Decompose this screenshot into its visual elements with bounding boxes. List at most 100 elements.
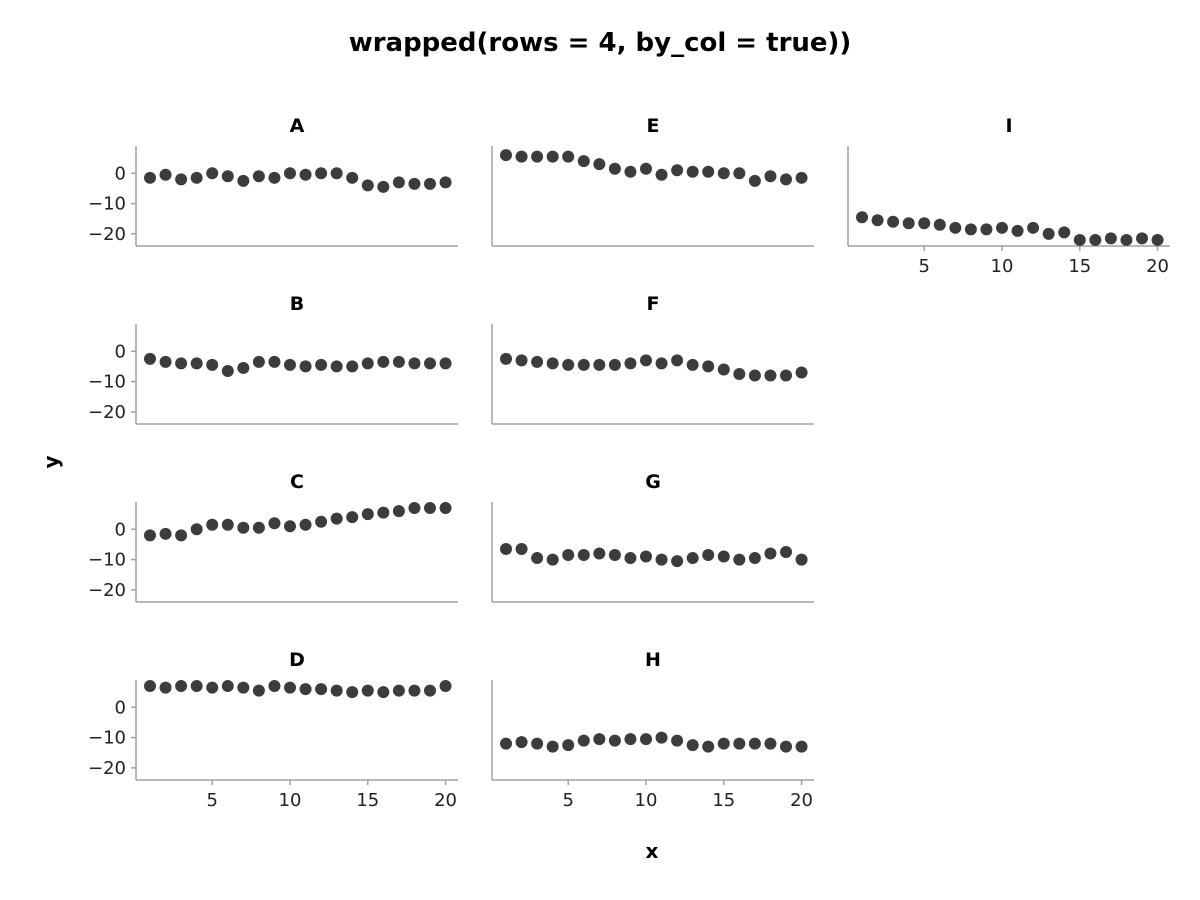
data-point <box>562 549 575 562</box>
panel-d: D 0 −10 −20 5 10 15 20 <box>88 649 458 811</box>
data-point <box>439 357 452 370</box>
data-point <box>671 354 684 367</box>
data-point <box>624 357 637 370</box>
data-point <box>1089 233 1102 246</box>
data-point <box>686 739 699 752</box>
chart-title: wrapped(rows = 4, by_col = true)) <box>348 28 852 58</box>
data-point <box>702 549 715 562</box>
data-point <box>780 173 792 186</box>
data-point <box>624 165 637 178</box>
data-point <box>702 360 715 373</box>
data-point <box>299 360 312 373</box>
data-point <box>655 357 668 370</box>
panel-title-b: B <box>290 293 304 315</box>
data-point <box>1073 233 1086 246</box>
data-point <box>593 158 606 171</box>
x-tick-label: 5 <box>206 790 217 811</box>
data-point <box>577 734 590 747</box>
y-tick-label: 0 <box>115 163 126 184</box>
panel-a: A 0 −10 −20 <box>88 115 458 247</box>
panel-g: G <box>491 471 814 603</box>
data-point <box>299 168 312 181</box>
data-point <box>268 355 281 368</box>
data-point <box>439 502 452 515</box>
data-point <box>748 737 761 750</box>
data-point <box>408 502 421 515</box>
data-point <box>655 553 668 566</box>
panel-title-g: G <box>645 471 661 493</box>
data-point <box>717 167 730 180</box>
data-point <box>175 680 188 693</box>
data-point <box>933 218 946 231</box>
data-point <box>515 354 528 367</box>
data-point <box>361 684 374 697</box>
data-point <box>500 737 512 750</box>
data-point <box>593 358 606 371</box>
data-point <box>531 737 544 750</box>
data-point <box>190 357 203 370</box>
data-point <box>949 221 962 234</box>
data-point <box>206 358 219 371</box>
y-tick-label: −10 <box>88 550 126 571</box>
data-point <box>717 550 730 563</box>
y-tick-label: −10 <box>88 194 126 215</box>
data-point <box>733 553 746 566</box>
data-point <box>515 542 528 555</box>
data-point <box>268 171 281 184</box>
data-point <box>546 357 559 370</box>
data-point <box>221 518 234 531</box>
data-point <box>315 683 328 696</box>
data-point <box>1042 227 1055 240</box>
panel-title-e: E <box>647 115 660 137</box>
data-point <box>624 552 637 565</box>
data-point <box>640 733 652 746</box>
x-tick-label: 10 <box>635 790 658 811</box>
y-tick-label: −20 <box>88 580 126 601</box>
data-point <box>686 165 699 178</box>
data-point <box>237 681 250 694</box>
panel-title-c: C <box>290 471 304 493</box>
data-point <box>1058 226 1071 239</box>
data-point <box>546 150 559 163</box>
data-point <box>764 369 777 382</box>
data-point <box>284 681 296 694</box>
data-point <box>996 221 1008 234</box>
data-point <box>795 171 808 184</box>
data-point <box>221 364 234 377</box>
data-point <box>500 542 512 555</box>
data-point <box>284 358 296 371</box>
data-point <box>918 217 931 230</box>
data-point <box>346 171 359 184</box>
panel-title-d: D <box>289 649 305 671</box>
data-point <box>221 170 234 183</box>
data-point <box>408 684 421 697</box>
data-point <box>315 515 328 528</box>
data-point <box>964 223 977 236</box>
data-point <box>424 357 436 370</box>
data-point <box>424 502 436 515</box>
data-point <box>671 555 684 568</box>
data-point <box>764 547 777 560</box>
y-tick-label: −20 <box>88 402 126 423</box>
data-point <box>392 684 405 697</box>
data-point <box>608 162 621 175</box>
data-point <box>330 167 343 180</box>
data-point <box>299 518 312 531</box>
data-point <box>190 680 203 693</box>
data-point <box>764 737 777 750</box>
data-point <box>237 174 250 187</box>
data-point <box>500 352 512 365</box>
data-point <box>315 167 328 180</box>
x-tick-label: 20 <box>1146 256 1169 277</box>
data-point <box>733 167 746 180</box>
data-point <box>361 179 374 192</box>
y-tick-label: 0 <box>115 341 126 362</box>
data-point <box>190 523 203 536</box>
data-point <box>144 529 156 542</box>
data-point <box>284 167 296 180</box>
data-point <box>392 355 405 368</box>
data-point <box>655 731 668 744</box>
data-point <box>546 553 559 566</box>
y-tick-label: −20 <box>88 758 126 779</box>
data-point <box>795 740 808 753</box>
